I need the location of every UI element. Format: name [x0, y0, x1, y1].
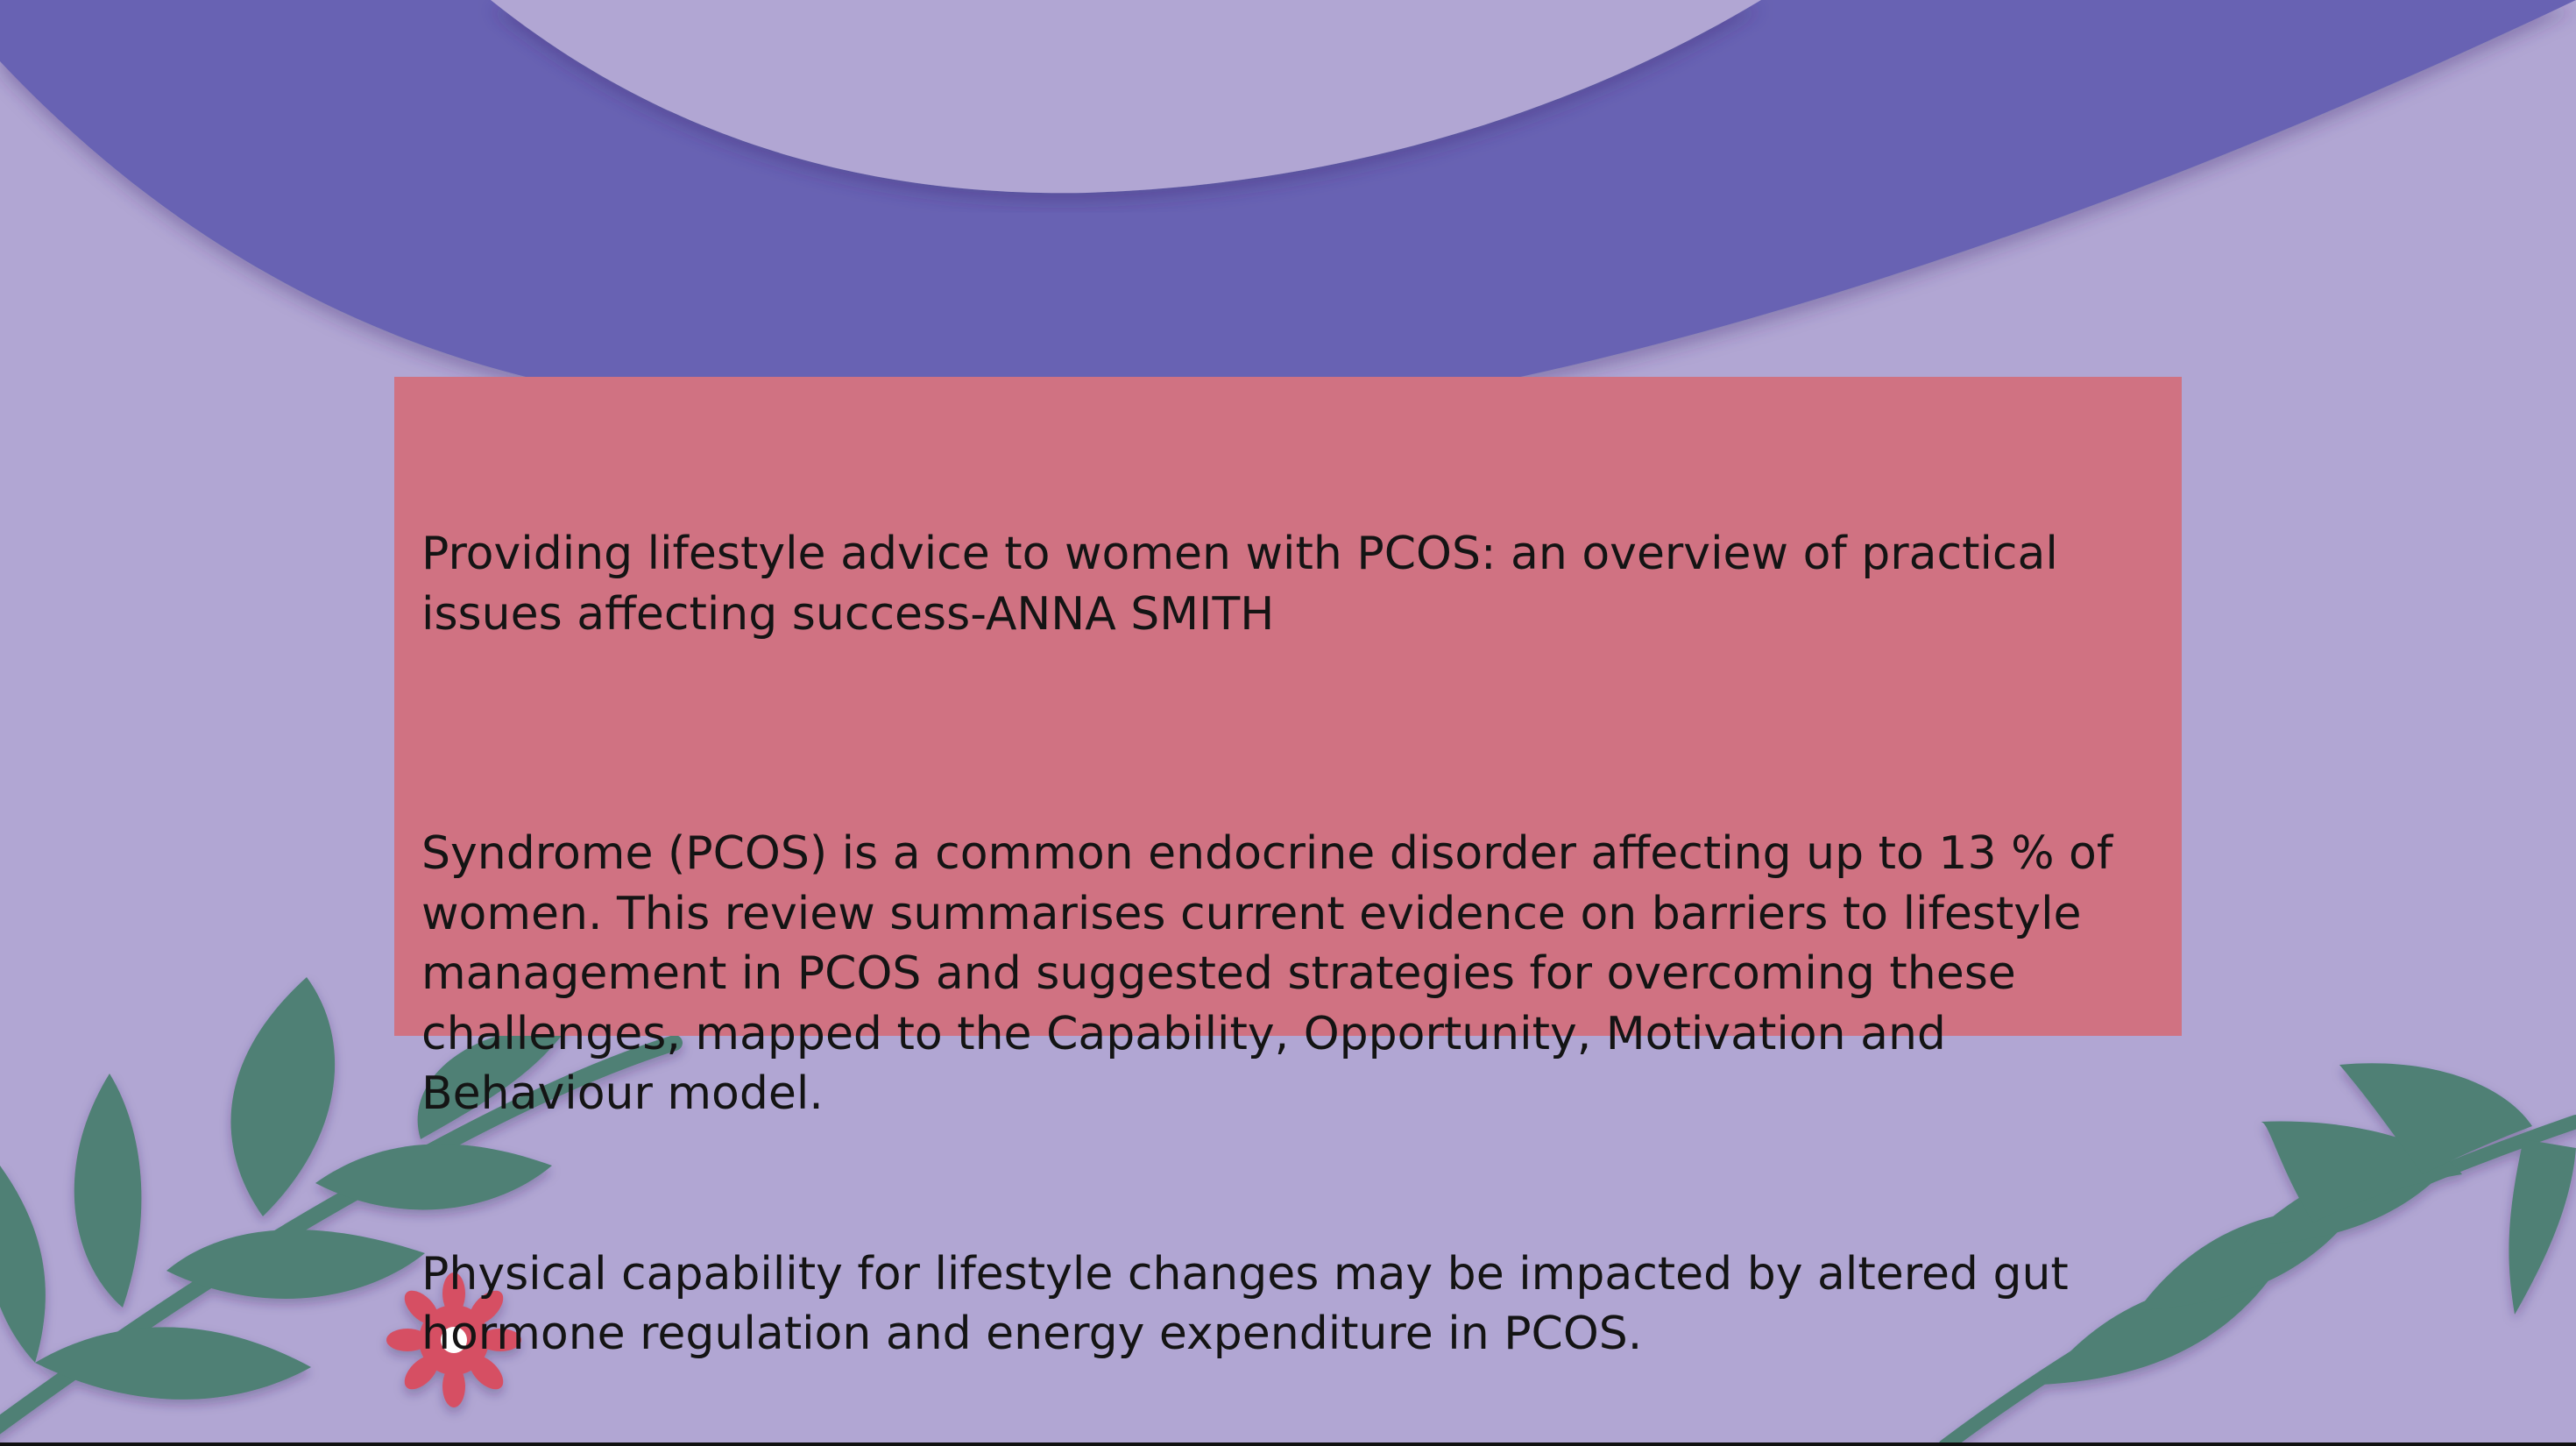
- slide-heading: Providing lifestyle advice to women with…: [421, 528, 2073, 641]
- bottom-border: [0, 1442, 2576, 1446]
- flower-decoration: [386, 1272, 521, 1407]
- purple-arc-band: [0, 0, 2576, 429]
- text-content-box: Providing lifestyle advice to women with…: [394, 377, 2182, 1360]
- body-paragraph-physical-capability: Physical capability for lifestyle change…: [421, 1247, 2084, 1361]
- right-leaf-branch: [1938, 1063, 2576, 1446]
- body-paragraph-pcos-overview: Syndrome (PCOS) is a common endocrine di…: [421, 827, 2127, 1120]
- left-leaf-branch: [0, 977, 683, 1435]
- inner-lilac-arc: [491, 0, 1761, 194]
